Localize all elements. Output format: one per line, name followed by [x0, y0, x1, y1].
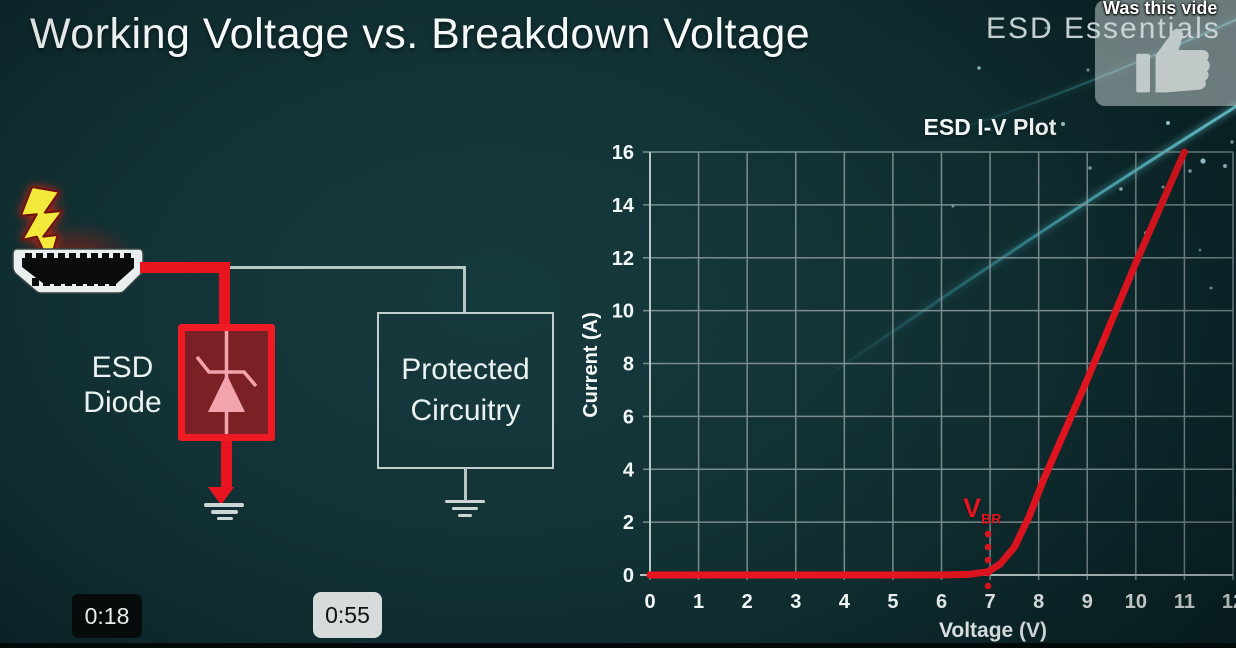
chart-title: ESD I-V Plot [923, 114, 1057, 140]
y-tick-label: 6 [623, 406, 634, 428]
feedback-prompt: Was this vide [1103, 0, 1218, 18]
iv-axes [640, 152, 1233, 576]
light-streak [812, 101, 1236, 389]
x-tick-label: 4 [839, 591, 851, 613]
y-tick-label: 4 [623, 459, 635, 481]
page-title: Working Voltage vs. Breakdown Voltage [30, 10, 811, 58]
esd-discharge-arrow [221, 441, 232, 488]
x-tick-label: 8 [1033, 591, 1044, 613]
thumbs-up-icon[interactable] [1127, 22, 1219, 102]
x-tick-label: 5 [887, 591, 898, 613]
protected-circuitry-box: Protected Circuitry [377, 312, 554, 469]
x-tick-label: 9 [1082, 591, 1093, 613]
ground-wire [464, 468, 467, 501]
y-tick-label: 16 [612, 142, 634, 164]
x-tick-label: 3 [790, 591, 801, 613]
esd-diode-label: ESD Diode [83, 351, 162, 419]
light-streak [814, 104, 1236, 387]
y-tick-label: 8 [623, 354, 634, 376]
x-tick-label: 0 [644, 591, 655, 613]
esd-current-wire-drop [219, 262, 230, 328]
hdmi-connector-icon [12, 248, 144, 294]
ground-symbol-bar [452, 507, 478, 510]
y-axis-label: Current (A) [580, 312, 602, 418]
x-tick-label: 1 [693, 591, 704, 613]
x-tick-label: 10 [1125, 591, 1147, 613]
esd-discharge-arrowhead [208, 487, 234, 505]
y-tick-label: 2 [623, 512, 634, 534]
vbr-dotted-line [984, 530, 992, 590]
esd-current-wire [140, 262, 230, 273]
ground-symbol-bar [211, 510, 238, 514]
x-tick-label: 12 [1222, 591, 1236, 613]
y-tick-label: 14 [612, 195, 635, 217]
zener-diode-symbol [195, 331, 258, 434]
y-tick-label: 0 [623, 565, 634, 587]
y-tick-labels: 0 2 4 6 8 10 12 14 16 [612, 142, 635, 587]
x-tick-label: 2 [742, 591, 753, 613]
signal-wire [230, 266, 466, 269]
y-tick-label: 12 [612, 248, 634, 270]
x-tick-labels: 0123456789101112 [644, 591, 1236, 613]
signal-wire-drop [463, 266, 466, 314]
iv-grid [643, 151, 1234, 580]
timestamp-marker[interactable]: 0:55 [313, 592, 382, 638]
ground-symbol [445, 500, 485, 503]
y-tick-label: 10 [612, 301, 634, 323]
ground-symbol-bar [217, 517, 233, 520]
vbr-annotation: VBR [963, 493, 1002, 527]
player-bottom-edge [0, 643, 1236, 648]
ground-symbol [204, 503, 244, 507]
x-tick-label: 6 [936, 591, 947, 613]
x-tick-label: 11 [1174, 591, 1195, 613]
esd-diode-box [178, 324, 275, 441]
ground-symbol-bar [458, 514, 472, 517]
timestamp-current: 0:18 [72, 594, 142, 638]
iv-curve [646, 148, 1188, 579]
x-tick-label: 7 [985, 591, 996, 613]
x-axis-label: Voltage (V) [938, 619, 1048, 642]
